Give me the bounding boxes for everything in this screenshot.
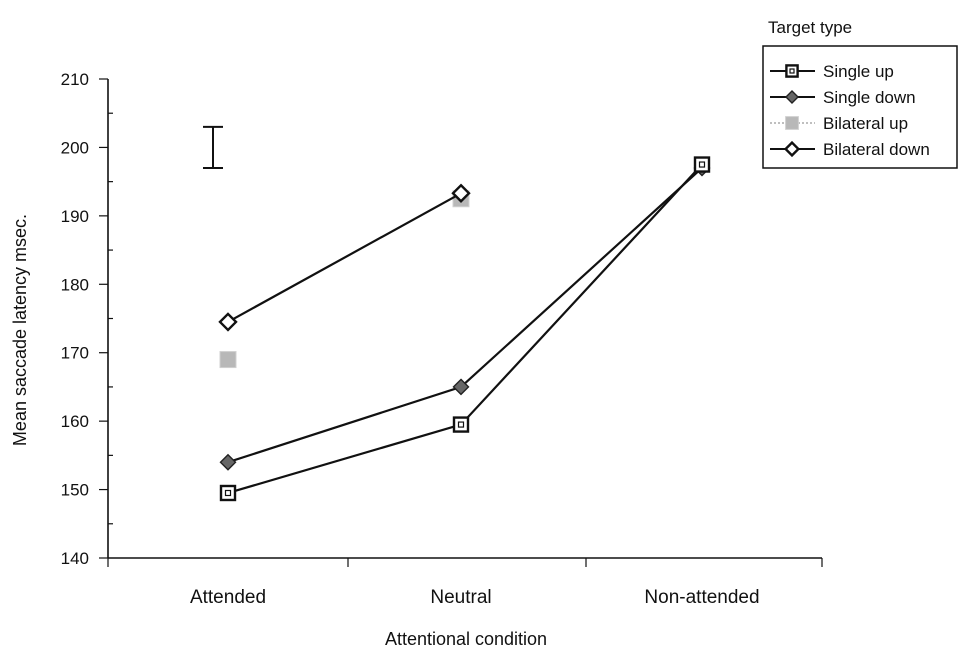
point-marker-inner [698, 161, 706, 168]
y-tick-label: 140 [61, 549, 89, 568]
point-marker [785, 116, 799, 130]
y-tick-label: 210 [61, 70, 89, 89]
y-tick-label: 200 [61, 138, 89, 157]
x-tick-label: Non-attended [644, 587, 759, 608]
legend-label: Bilateral down [823, 140, 930, 159]
series-line [227, 163, 703, 495]
legend-item: Bilateral up [770, 114, 908, 133]
point-marker [785, 90, 799, 104]
series-group [218, 156, 711, 502]
y-tick-label: 170 [61, 344, 89, 363]
point-marker [783, 140, 801, 158]
point-marker [451, 183, 471, 203]
x-tick-label: Attended [190, 587, 266, 608]
legend-label: Single down [823, 88, 916, 107]
axes [107, 79, 822, 559]
legend-label: Bilateral up [823, 114, 908, 133]
point-marker [452, 378, 470, 396]
point-marker-inner [457, 421, 465, 428]
series-bilateral-down [218, 183, 471, 332]
point-marker [218, 312, 238, 332]
y-ticks: 140 150 160 170 180 190 200 210 [61, 70, 113, 568]
x-ticks: Attended Neutral Non-attended [107, 558, 823, 608]
y-tick-label: 190 [61, 207, 89, 226]
legend-item: Single down [770, 88, 916, 107]
y-tick-label: 160 [61, 412, 89, 431]
legend: Target type Single up Single down Bilatera… [762, 18, 958, 169]
series-single-up [219, 156, 711, 502]
y-tick-label: 150 [61, 481, 89, 500]
point-marker-inner [789, 68, 795, 74]
series-bilateral-up [219, 190, 470, 369]
legend-item: Bilateral down [770, 140, 930, 159]
x-axis-label: Attentional condition [385, 629, 547, 649]
series-line [227, 192, 462, 323]
x-tick-label: Neutral [430, 587, 491, 608]
error-bar [203, 125, 223, 169]
y-axis-label: Mean saccade latency msec. [10, 214, 30, 446]
point-marker [219, 351, 237, 369]
legend-label: Single up [823, 62, 894, 81]
legend-item: Single up [770, 62, 894, 81]
legend-title: Target type [768, 18, 852, 37]
point-marker-inner [224, 489, 232, 497]
y-tick-label: 180 [61, 275, 89, 294]
point-marker [219, 453, 237, 471]
